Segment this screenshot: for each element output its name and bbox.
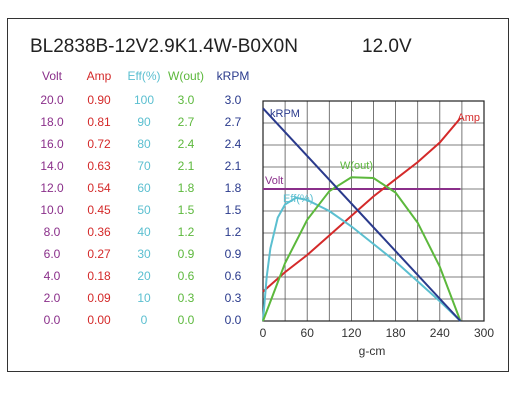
y-tick-label: 0.45 bbox=[87, 203, 111, 217]
axis-header: Eff(%) bbox=[127, 69, 160, 83]
chart-title: BL2838B-12V2.9K1.4W-B0X0N bbox=[30, 36, 298, 57]
y-tick-label: 1.5 bbox=[225, 203, 242, 217]
y-tick-label: 0.63 bbox=[87, 159, 111, 173]
y-tick-label: 14.0 bbox=[40, 159, 64, 173]
y-tick-label: 2.1 bbox=[178, 159, 195, 173]
y-tick-label: 1.2 bbox=[178, 225, 195, 239]
y-tick-label: 2.7 bbox=[225, 115, 242, 129]
y-tick-label: 0.9 bbox=[225, 247, 242, 261]
axis-header: Amp bbox=[87, 69, 112, 83]
y-tick-label: 0.3 bbox=[225, 291, 242, 305]
axis-header: Volt bbox=[42, 69, 63, 83]
series-label: Eff(%) bbox=[283, 193, 313, 205]
y-tick-label: 1.2 bbox=[225, 225, 242, 239]
y-tick-label: 20.0 bbox=[40, 93, 64, 107]
plot-border bbox=[262, 100, 485, 322]
y-tick-label: 30 bbox=[137, 247, 151, 261]
y-tick-label: 8.0 bbox=[44, 225, 61, 239]
series-line bbox=[262, 107, 462, 322]
y-tick-label: 0.0 bbox=[225, 313, 242, 327]
series-label: Volt bbox=[265, 175, 283, 187]
y-tick-label: 0.0 bbox=[178, 313, 195, 327]
series-line bbox=[262, 117, 462, 293]
y-tick-label: 10 bbox=[137, 291, 151, 305]
chart-subtitle: 12.0V bbox=[362, 36, 412, 57]
series-line bbox=[262, 176, 462, 322]
x-tick-label: 180 bbox=[386, 326, 406, 340]
y-tick-label: 60 bbox=[137, 181, 151, 195]
x-tick-label: 0 bbox=[260, 326, 267, 340]
y-tick-label: 0.90 bbox=[87, 93, 111, 107]
axis-header: kRPM bbox=[217, 69, 250, 83]
y-tick-label: 90 bbox=[137, 115, 151, 129]
y-tick-label: 2.0 bbox=[44, 291, 61, 305]
y-tick-label: 0.09 bbox=[87, 291, 111, 305]
y-tick-label: 2.1 bbox=[225, 159, 242, 173]
x-tick-label: 300 bbox=[474, 326, 494, 340]
y-tick-label: 4.0 bbox=[44, 269, 61, 283]
axis-header: W(out) bbox=[168, 69, 204, 83]
y-tick-label: 0.9 bbox=[178, 247, 195, 261]
y-tick-label: 0.72 bbox=[87, 137, 111, 151]
y-tick-label: 3.0 bbox=[178, 93, 195, 107]
y-tick-label: 12.0 bbox=[40, 181, 64, 195]
x-tick-label: 60 bbox=[301, 326, 315, 340]
y-tick-label: 0.27 bbox=[87, 247, 111, 261]
y-tick-label: 70 bbox=[137, 159, 151, 173]
series-label: W(out) bbox=[340, 160, 373, 172]
y-tick-label: 0.18 bbox=[87, 269, 111, 283]
y-tick-label: 0.6 bbox=[178, 269, 195, 283]
y-tick-label: 0.00 bbox=[87, 313, 111, 327]
y-tick-label: 100 bbox=[134, 93, 154, 107]
frame bbox=[7, 18, 509, 372]
y-tick-label: 40 bbox=[137, 225, 151, 239]
y-tick-label: 0 bbox=[141, 313, 148, 327]
x-axis-label: g-cm bbox=[359, 344, 386, 358]
y-tick-label: 0.0 bbox=[44, 313, 61, 327]
y-tick-label: 0.54 bbox=[87, 181, 111, 195]
y-tick-label: 16.0 bbox=[40, 137, 64, 151]
y-tick-label: 2.4 bbox=[225, 137, 242, 151]
y-tick-label: 0.6 bbox=[225, 269, 242, 283]
y-tick-label: 2.7 bbox=[178, 115, 195, 129]
y-tick-label: 1.8 bbox=[178, 181, 195, 195]
y-tick-label: 20 bbox=[137, 269, 151, 283]
y-tick-label: 1.5 bbox=[178, 203, 195, 217]
x-tick-label: 120 bbox=[341, 326, 361, 340]
y-tick-label: 2.4 bbox=[178, 137, 195, 151]
series-label: kRPM bbox=[270, 108, 300, 120]
y-tick-label: 0.3 bbox=[178, 291, 195, 305]
y-tick-label: 18.0 bbox=[40, 115, 64, 129]
series-label: Amp bbox=[457, 112, 480, 124]
y-tick-label: 50 bbox=[137, 203, 151, 217]
y-tick-label: 3.0 bbox=[225, 93, 242, 107]
y-tick-label: 0.81 bbox=[87, 115, 111, 129]
x-tick-label: 240 bbox=[430, 326, 450, 340]
y-tick-label: 6.0 bbox=[44, 247, 61, 261]
y-tick-label: 0.36 bbox=[87, 225, 111, 239]
y-tick-label: 80 bbox=[137, 137, 151, 151]
y-tick-label: 10.0 bbox=[40, 203, 64, 217]
y-tick-label: 1.8 bbox=[225, 181, 242, 195]
